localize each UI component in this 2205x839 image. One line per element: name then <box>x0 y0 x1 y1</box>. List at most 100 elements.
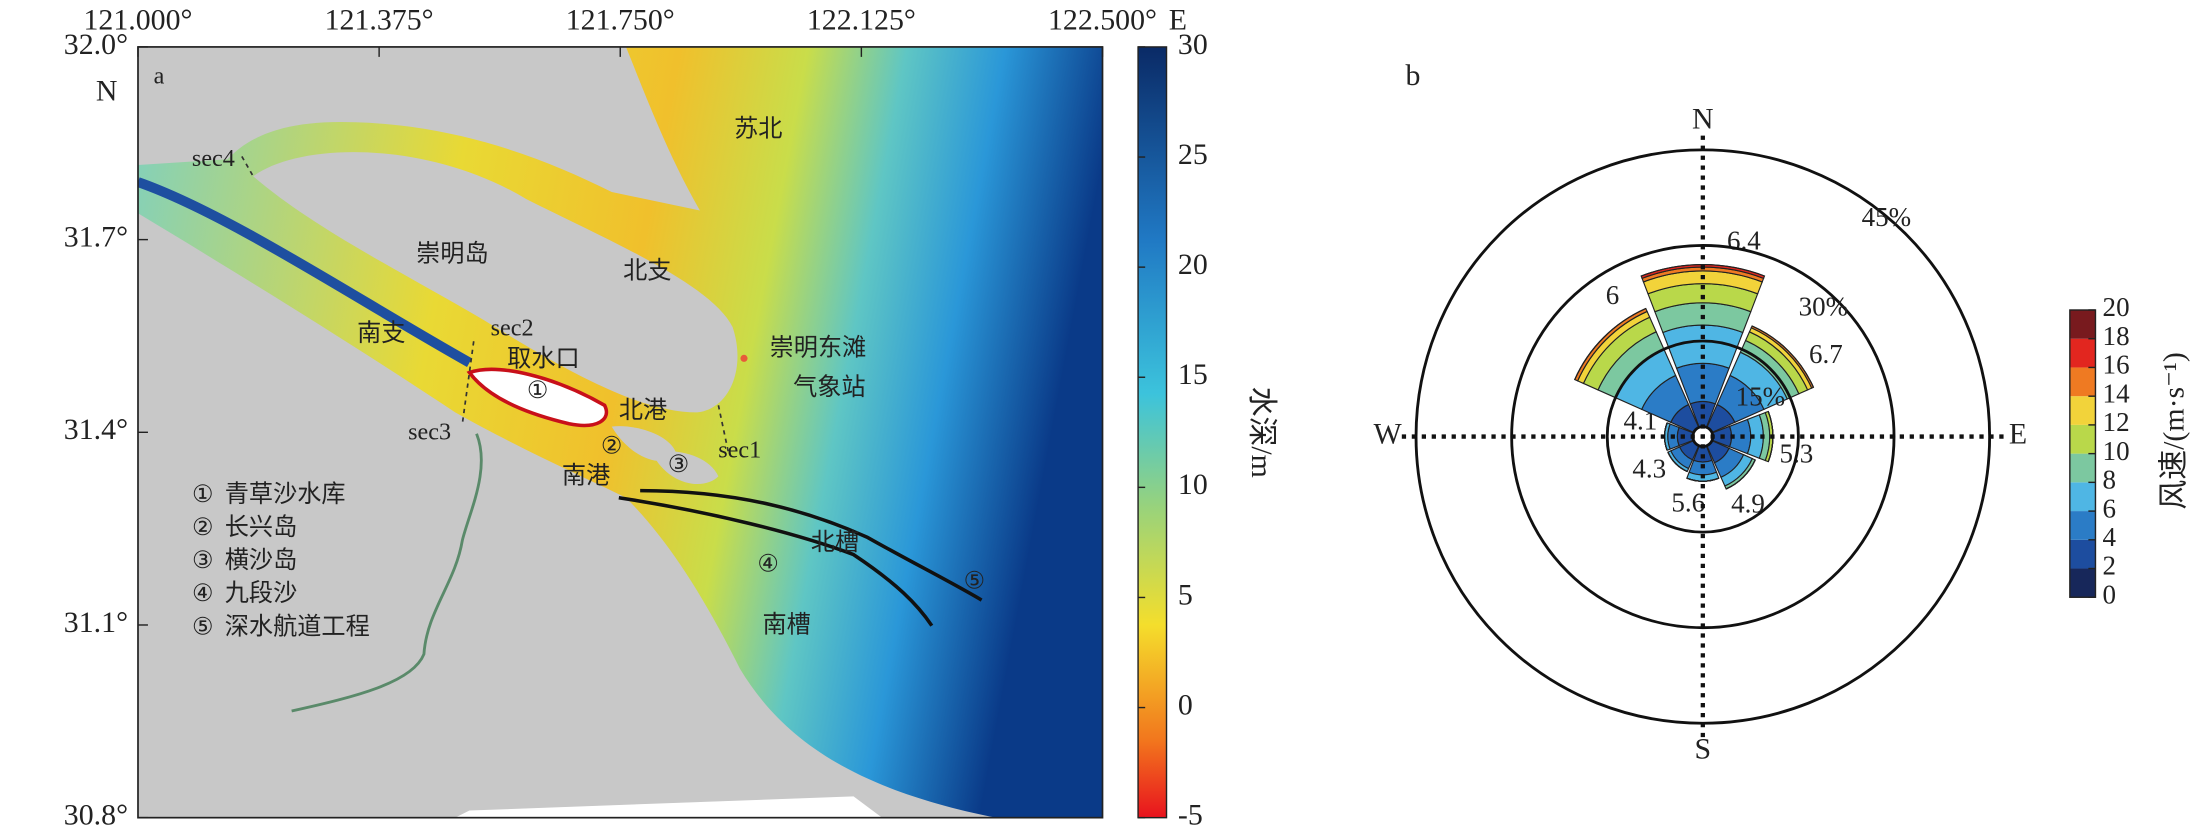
speed-tick-label: 10 <box>2103 436 2130 466</box>
direction-label: S <box>1695 733 1712 766</box>
lon-tick-label: 121.375° <box>325 4 434 37</box>
legend-name: 长兴岛 <box>225 514 297 541</box>
weather-station <box>740 354 748 362</box>
place-label: 北槽 <box>811 529 859 556</box>
legend-symbol: ③ <box>192 547 214 574</box>
place-label: sec1 <box>718 437 761 464</box>
shore-strip <box>455 796 882 818</box>
speed-color <box>2069 453 2096 483</box>
place-label: ④ <box>757 551 779 578</box>
land-north <box>137 46 700 211</box>
place-label: 取水口 <box>507 346 579 373</box>
rose-segment <box>1725 459 1756 490</box>
legend-name: 九段沙 <box>225 580 297 607</box>
ring <box>1605 339 1800 534</box>
speed-tick-label: 6 <box>2103 493 2117 523</box>
ring-label: 45% <box>1862 202 1912 232</box>
lat-tick-label: 31.1° <box>64 606 128 639</box>
speed-color <box>2069 511 2096 540</box>
colorbar-tick-label: 5 <box>1178 578 1193 611</box>
speed-color <box>2069 424 2096 454</box>
colorbar-tick-label: 20 <box>1178 248 1208 281</box>
speed-color <box>2069 367 2096 397</box>
axis-lines <box>1401 135 2004 738</box>
speed-tick-label: 4 <box>2103 522 2117 552</box>
panel-label: b <box>1406 59 1421 92</box>
dike-north <box>640 488 983 602</box>
main-channel <box>137 177 472 367</box>
speed-color <box>2069 568 2096 598</box>
depth-colorbar <box>1137 46 1168 819</box>
lat-tick-label: 31.4° <box>64 413 128 446</box>
place-label: ⑤ <box>964 568 986 595</box>
speed-color <box>2069 539 2096 569</box>
place-label: 崇明东滩 <box>770 334 867 361</box>
speed-color <box>2069 310 2096 339</box>
lat-tick-label: 31.7° <box>64 220 128 253</box>
legend-symbol: ⑤ <box>192 613 214 640</box>
direction-label: N <box>1692 102 1714 135</box>
colorbar-tick-label: -5 <box>1178 799 1203 832</box>
rose-segment <box>1767 411 1774 462</box>
lon-tick-label: 121.750° <box>566 4 675 37</box>
speed-tick-label: 2 <box>2103 551 2117 581</box>
land-south <box>137 213 996 818</box>
lat-tick-label: 30.8° <box>64 799 128 832</box>
legend-symbol: ④ <box>192 580 214 607</box>
place-label: sec3 <box>408 418 451 445</box>
colorbar-tick-label: 30 <box>1178 28 1208 61</box>
mean-speed-label: 6 <box>1606 280 1620 310</box>
speed-color <box>2069 396 2096 425</box>
place-label: 南槽 <box>763 612 811 639</box>
place-label: 南港 <box>562 462 610 489</box>
place-label: ② <box>601 432 623 459</box>
lon-unit: E <box>1169 4 1187 37</box>
chongming-island <box>253 152 738 413</box>
place-label: 北港 <box>619 397 667 424</box>
speed-tick-label: 16 <box>2103 350 2130 380</box>
lat-unit: N <box>96 75 118 108</box>
speed-tick-label: 0 <box>2103 579 2117 609</box>
place-label: 苏北 <box>734 115 782 142</box>
legend-symbol: ② <box>192 514 214 541</box>
place-label: ③ <box>668 451 690 478</box>
speed-color <box>2069 482 2096 512</box>
speed-tick-label: 18 <box>2103 321 2130 351</box>
mean-speed-label: 4.3 <box>1632 454 1666 484</box>
mean-speed-label: 6.7 <box>1809 339 1843 369</box>
place-label: sec2 <box>491 314 534 341</box>
speed-color <box>2069 338 2096 368</box>
legend-name: 深水航道工程 <box>225 613 370 640</box>
ring-label: 30% <box>1799 292 1849 322</box>
legend-symbol: ① <box>192 481 214 508</box>
panel-label: a <box>154 63 165 90</box>
dike-south <box>618 495 934 627</box>
hengsha-island <box>651 451 719 485</box>
speed-tick-label: 8 <box>2103 465 2117 495</box>
place-label: 气象站 <box>793 374 865 401</box>
place-label: sec4 <box>192 145 235 172</box>
river <box>291 433 483 713</box>
place-label: 南支 <box>357 320 405 347</box>
lon-tick-label: 122.125° <box>807 4 916 37</box>
windrose-colorbar-label: 风速/(m·s⁻¹) <box>2157 352 2190 509</box>
speed-tick-label: 20 <box>2103 292 2130 322</box>
direction-label: E <box>2009 417 2027 450</box>
colorbar-label: 水深/m <box>1245 387 1278 478</box>
map-area <box>137 46 1103 818</box>
rose-segment <box>1751 325 1814 388</box>
colorbar-tick-label: 10 <box>1178 468 1208 501</box>
rose-segment <box>1574 308 1647 380</box>
colorbar-tick-label: 25 <box>1178 138 1208 171</box>
place-label: 北支 <box>623 258 671 285</box>
lat-tick-label: 32.0° <box>64 28 128 61</box>
speed-tick-label: 14 <box>2103 378 2131 408</box>
lon-tick-label: 121.000° <box>83 4 192 37</box>
lon-tick-label: 122.500° <box>1048 4 1157 37</box>
legend-name: 青草沙水库 <box>225 481 346 508</box>
legend-name: 横沙岛 <box>225 547 297 574</box>
speed-tick-label: 12 <box>2103 407 2130 437</box>
section-lines <box>241 156 730 453</box>
place-label: ① <box>527 377 549 404</box>
